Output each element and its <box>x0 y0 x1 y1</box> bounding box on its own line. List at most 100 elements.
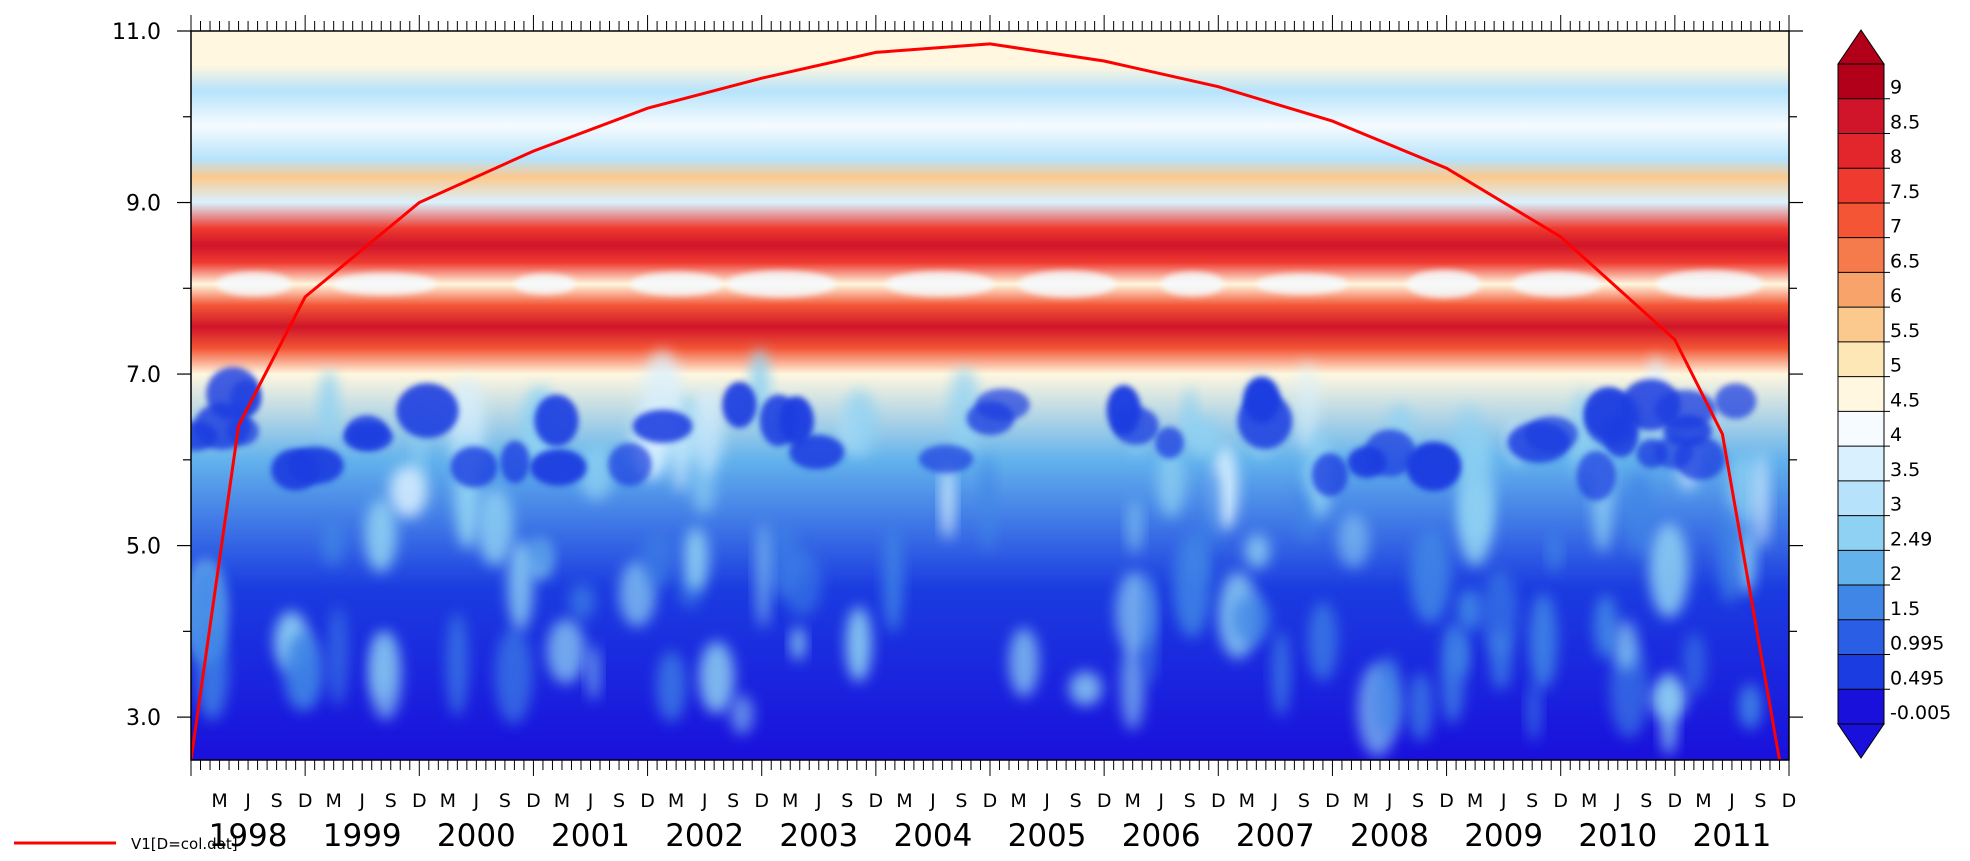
month-label: M <box>1467 790 1483 812</box>
texture-blob <box>1594 594 1618 659</box>
month-label: S <box>271 790 283 812</box>
texture-blob <box>1507 422 1571 463</box>
month-label: M <box>1353 790 1369 812</box>
month-label: D <box>1668 790 1683 812</box>
month-label: J <box>1272 790 1279 812</box>
texture-blob <box>1406 441 1462 491</box>
month-label: J <box>587 790 594 812</box>
month-label: D <box>754 790 769 812</box>
month-label: S <box>1184 790 1196 812</box>
texture-blob <box>1311 453 1348 497</box>
colorbar-label: 0.495 <box>1890 667 1944 689</box>
year-label: 2010 <box>1578 818 1657 854</box>
year-label: 2009 <box>1464 818 1543 854</box>
month-label: J <box>815 790 822 812</box>
texture-blob <box>1173 533 1211 638</box>
colorbar-swatch <box>1838 411 1884 447</box>
month-label: J <box>1386 790 1393 812</box>
texture-blob <box>1440 621 1465 725</box>
colorbar-label: 7 <box>1890 216 1902 238</box>
texture-blob <box>446 612 468 717</box>
year-label: 1999 <box>323 818 402 854</box>
month-label: J <box>1500 790 1507 812</box>
texture-blob <box>217 272 291 296</box>
texture-blob <box>1683 632 1706 696</box>
month-label: J <box>244 790 251 812</box>
month-label: S <box>841 790 853 812</box>
month-label: J <box>929 790 936 812</box>
colorbar-label: 5 <box>1890 355 1902 377</box>
texture-blob <box>364 498 397 573</box>
colorbar-label: 0.995 <box>1890 633 1944 655</box>
texture-blob <box>327 606 348 707</box>
texture-blob <box>608 443 652 486</box>
texture-blob <box>1738 683 1762 730</box>
texture-blob <box>495 627 533 724</box>
texture-blob <box>1603 415 1639 458</box>
texture-blob <box>941 462 955 540</box>
colorbar-swatch <box>1838 480 1884 516</box>
month-label: S <box>1754 790 1766 812</box>
month-label: J <box>1728 790 1735 812</box>
month-label: D <box>1325 790 1340 812</box>
colorbar-swatch <box>1838 272 1884 308</box>
texture-blob <box>1364 429 1416 477</box>
month-label: M <box>1581 790 1597 812</box>
y-tick-label: 3.0 <box>126 706 161 731</box>
texture-blob <box>332 273 436 295</box>
colorbar-swatch <box>1838 550 1884 586</box>
x-axis-ticks <box>190 15 1790 776</box>
texture-blob <box>1512 271 1602 297</box>
texture-blob <box>1296 361 1318 453</box>
texture-blob <box>755 522 771 629</box>
month-label: S <box>727 790 739 812</box>
colorbar-label: -0.005 <box>1890 702 1951 724</box>
legend-label: V1[D=col.dat] <box>131 835 238 853</box>
colorbar-swatch <box>1838 98 1884 134</box>
month-label: D <box>1439 790 1454 812</box>
colorbar-label: 2 <box>1890 563 1902 585</box>
texture-blob <box>883 525 903 633</box>
texture-blob <box>1121 642 1145 731</box>
texture-blob <box>730 694 754 735</box>
colorbar-swatch <box>1838 654 1884 690</box>
texture-blob <box>1018 270 1116 298</box>
texture-blob <box>343 422 393 452</box>
colorbar-swatch <box>1838 307 1884 343</box>
colorbar-label: 2.49 <box>1890 528 1932 550</box>
colorbar-top-arrow <box>1837 29 1885 65</box>
texture-blob <box>1529 593 1557 690</box>
month-label: D <box>298 790 313 812</box>
colorbar-label: 6 <box>1890 285 1902 307</box>
colorbar-label: 1.5 <box>1890 598 1920 620</box>
texture-blob <box>1614 620 1638 671</box>
month-label: S <box>499 790 511 812</box>
texture-blob <box>1127 499 1142 555</box>
colorbar-label: 5.5 <box>1890 320 1920 342</box>
colorbar-label: 6.5 <box>1890 250 1920 272</box>
colorbar-label: 8 <box>1890 146 1902 168</box>
month-label: D <box>869 790 884 812</box>
texture-blob <box>845 606 872 682</box>
month-label: M <box>668 790 684 812</box>
texture-blob <box>1337 514 1370 569</box>
colorbar-frame <box>1837 63 1885 725</box>
texture-blob <box>656 651 687 723</box>
month-label: J <box>1614 790 1621 812</box>
texture-blob <box>1185 416 1220 457</box>
y-tick-label: 9.0 <box>126 192 161 217</box>
plot-area <box>191 31 1789 760</box>
month-label: M <box>554 790 570 812</box>
texture-blob <box>975 388 1030 421</box>
colorbar-label: 9 <box>1890 77 1902 99</box>
colorbar-swatch <box>1838 376 1884 412</box>
texture-blob <box>1205 469 1221 549</box>
month-label: M <box>440 790 456 812</box>
texture-blob <box>1244 533 1270 569</box>
texture-blob <box>692 462 715 514</box>
colorbar-swatch <box>1838 237 1884 273</box>
year-label: 2006 <box>1122 818 1201 854</box>
